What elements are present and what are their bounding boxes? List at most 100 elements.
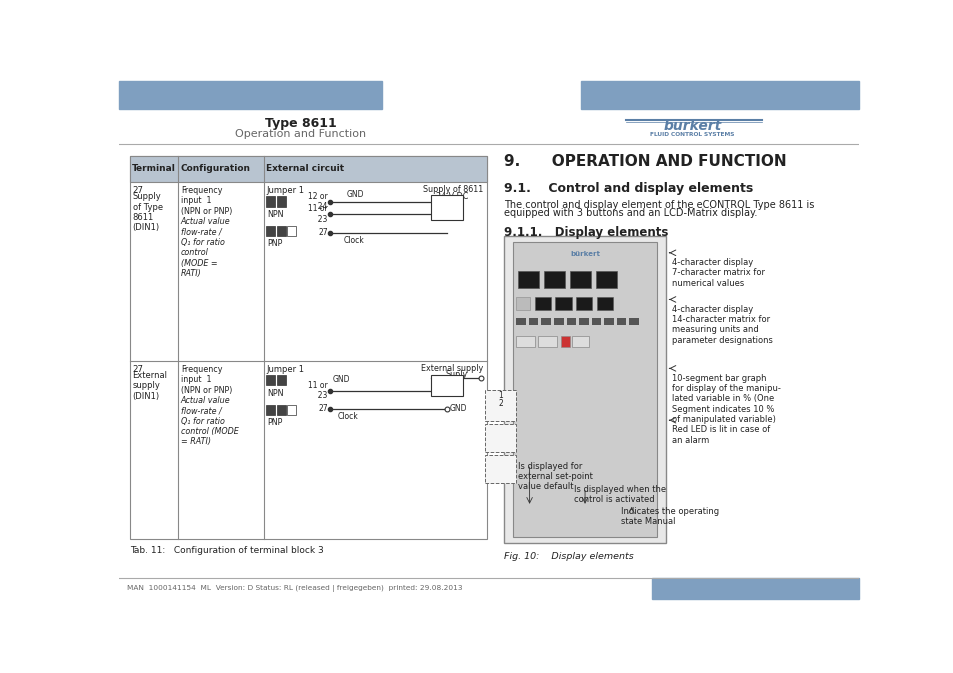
Text: Type 8611: Type 8611 (264, 116, 335, 130)
Text: 9.1.1.   Display elements: 9.1.1. Display elements (503, 226, 667, 239)
Bar (629, 318, 639, 325)
Bar (516, 297, 529, 310)
Text: Trans-
mitter: Trans- mitter (435, 198, 458, 217)
Text: 12 or
  24: 12 or 24 (308, 192, 328, 211)
Text: english: english (713, 583, 759, 594)
Text: 27: 27 (132, 186, 143, 195)
Bar (570, 271, 590, 287)
Text: Indicates the operating
state Manual: Indicates the operating state Manual (619, 507, 718, 526)
Bar (535, 297, 551, 310)
Text: Trans-
mitter: Trans- mitter (435, 376, 458, 395)
Bar (603, 318, 613, 325)
Bar (596, 271, 617, 287)
Text: Suply: Suply (445, 370, 468, 380)
Text: Clock: Clock (343, 236, 364, 245)
Text: GND: GND (332, 376, 350, 384)
Bar (528, 318, 537, 325)
Text: Supply of 8611: Supply of 8611 (423, 185, 483, 194)
Text: Jumper 1: Jumper 1 (266, 365, 304, 374)
Text: 27: 27 (318, 404, 328, 413)
Text: bürkert: bürkert (570, 251, 599, 257)
Text: 10-segment bar graph
for display of the manipu-
lated variable in % (One
Segment: 10-segment bar graph for display of the … (672, 374, 781, 424)
Text: Frequency
input  1
(NPN or PNP): Frequency input 1 (NPN or PNP) (180, 186, 232, 216)
Bar (580, 81, 858, 109)
Text: Terminal: Terminal (132, 164, 175, 174)
Bar (597, 297, 613, 310)
Bar (130, 156, 486, 539)
Text: Is displayed when the
control is activated: Is displayed when the control is activat… (574, 485, 665, 504)
Text: 25: 25 (830, 582, 848, 595)
Text: External supply: External supply (421, 363, 483, 373)
Bar (541, 318, 551, 325)
Text: 4-character display
7-character matrix for
numerical values: 4-character display 7-character matrix f… (672, 258, 764, 288)
Text: Clock: Clock (337, 412, 357, 421)
Bar (276, 226, 285, 236)
Text: 11 or
  23: 11 or 23 (308, 204, 328, 223)
Bar (555, 297, 571, 310)
Bar (266, 197, 275, 207)
Bar (276, 197, 285, 207)
Text: 4-character display
14-character matrix for
measuring units and
parameter design: 4-character display 14-character matrix … (672, 305, 772, 345)
Bar (576, 297, 592, 310)
Text: Actual value
flow-rate /
Q₁ for ratio
control
(MODE =
RATI): Actual value flow-rate / Q₁ for ratio co… (180, 217, 231, 278)
Text: 9.      OPERATION AND FUNCTION: 9. OPERATION AND FUNCTION (503, 154, 785, 170)
Text: 11 or
  23: 11 or 23 (308, 381, 328, 400)
Text: 27: 27 (318, 228, 328, 237)
Bar (287, 404, 295, 415)
Text: Jumper 1: Jumper 1 (266, 186, 304, 195)
Bar (485, 424, 516, 452)
Text: FLUID CONTROL SYSTEMS: FLUID CONTROL SYSTEMS (649, 132, 734, 137)
Text: The control and display element of the eCONTROL Type 8611 is: The control and display element of the e… (503, 200, 813, 210)
Text: 9.1.    Control and display elements: 9.1. Control and display elements (503, 182, 752, 194)
Text: PNP: PNP (267, 240, 282, 248)
Text: NPN: NPN (267, 388, 283, 398)
Bar (266, 226, 275, 236)
Text: 1: 1 (497, 391, 502, 400)
Text: Supply
of Type
8611
(DIN1): Supply of Type 8611 (DIN1) (132, 192, 163, 232)
Bar (566, 318, 576, 325)
Bar (119, 81, 381, 109)
Text: 24 V DC: 24 V DC (436, 192, 468, 201)
Bar (503, 236, 665, 543)
Bar (431, 195, 462, 220)
Bar (431, 375, 462, 396)
Text: Actual value
flow-rate /
Q₁ for ratio
control (MODE
= RATI): Actual value flow-rate / Q₁ for ratio co… (180, 396, 238, 446)
Bar (485, 455, 516, 483)
Text: Configuration: Configuration (180, 164, 250, 174)
Text: Operation and Function: Operation and Function (234, 129, 366, 139)
Bar (544, 271, 564, 287)
Bar (485, 390, 516, 421)
Bar (516, 318, 525, 325)
Bar (572, 336, 588, 347)
Bar (266, 404, 275, 415)
Bar (591, 318, 600, 325)
Text: 2: 2 (497, 398, 502, 408)
Text: Red LED is lit in case of
an alarm: Red LED is lit in case of an alarm (672, 425, 770, 445)
Bar (276, 375, 285, 386)
Text: 27: 27 (132, 365, 143, 374)
Text: External
supply
(DIN1): External supply (DIN1) (132, 371, 168, 400)
Text: bürkert: bürkert (662, 119, 720, 133)
Text: Fig. 10:    Display elements: Fig. 10: Display elements (503, 553, 633, 561)
Bar (578, 318, 588, 325)
Bar (287, 226, 295, 236)
Bar (130, 156, 486, 182)
Text: NPN: NPN (267, 210, 283, 219)
Text: MAN  1000141154  ML  Version: D Status: RL (released | freigegeben)  printed: 29: MAN 1000141154 ML Version: D Status: RL … (127, 585, 461, 592)
Text: PNP: PNP (267, 418, 282, 427)
Text: GND: GND (450, 404, 467, 413)
Bar (617, 318, 626, 325)
Text: Is displayed for
external set-point
value default: Is displayed for external set-point valu… (518, 462, 593, 491)
Text: Frequency
input  1
(NPN or PNP): Frequency input 1 (NPN or PNP) (180, 365, 232, 394)
Text: equipped with 3 buttons and an LCD-Matrix display.: equipped with 3 buttons and an LCD-Matri… (503, 208, 757, 218)
Text: Tab. 11:   Configuration of terminal block 3: Tab. 11: Configuration of terminal block… (130, 546, 323, 555)
Bar (651, 578, 858, 599)
Bar (537, 336, 557, 347)
Bar (276, 404, 285, 415)
Bar (554, 318, 563, 325)
Bar (516, 336, 535, 347)
Text: External circuit: External circuit (266, 164, 344, 174)
Bar (518, 271, 538, 287)
Bar (512, 242, 657, 537)
Bar (266, 375, 275, 386)
